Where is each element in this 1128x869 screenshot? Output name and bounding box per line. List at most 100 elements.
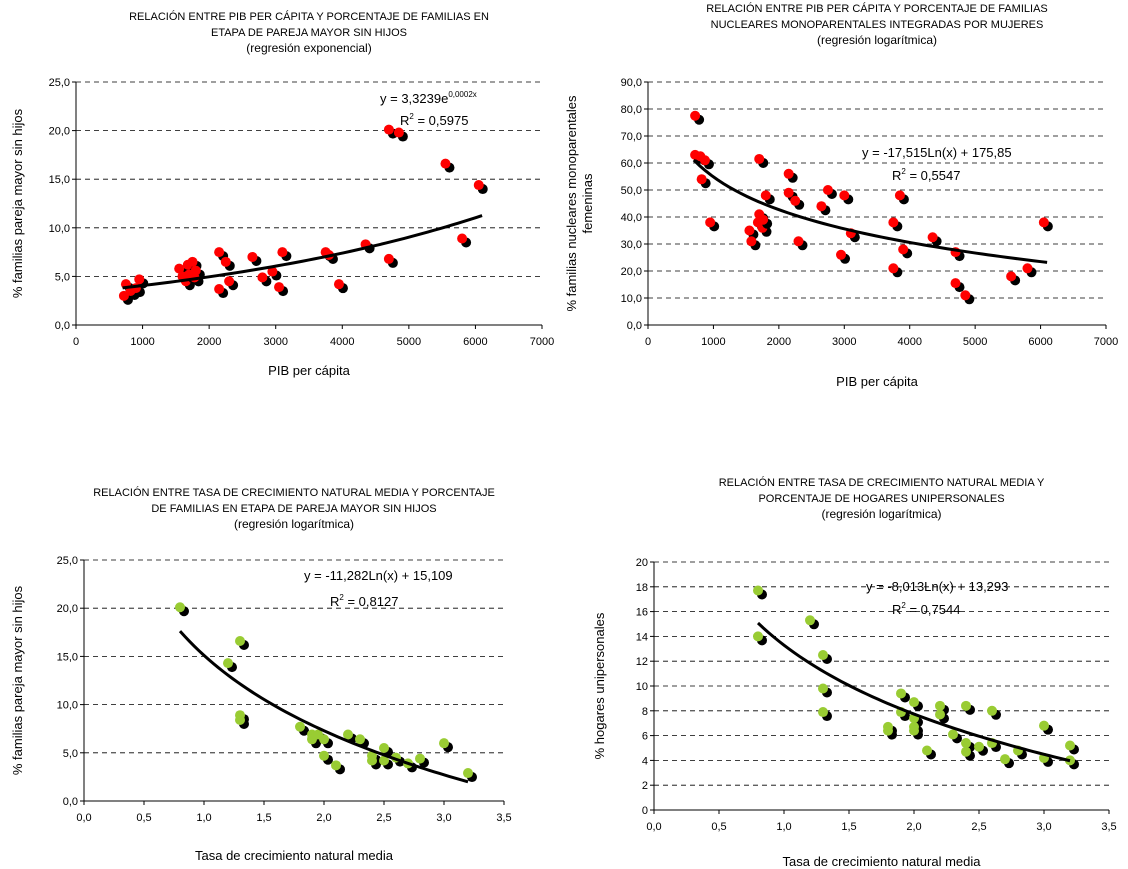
data-point	[746, 236, 757, 247]
data-point	[224, 276, 235, 287]
y-tick-label: 4	[642, 755, 648, 767]
data-point	[247, 251, 258, 262]
data-point	[383, 124, 394, 135]
data-point	[473, 180, 484, 191]
chart-subtitle: (regresión logarítmica)	[821, 507, 941, 521]
data-point	[134, 274, 145, 285]
data-point	[909, 697, 919, 708]
y-tick-label: 18	[636, 582, 648, 594]
x-tick-label: 3000	[263, 336, 287, 348]
data-point	[822, 185, 833, 195]
x-tick-label: 0,5	[136, 812, 151, 824]
y-tick-label: 25,0	[49, 77, 70, 89]
data-point	[922, 745, 932, 756]
data-point	[898, 244, 909, 255]
data-point	[753, 631, 763, 642]
x-tick-label: 2,0	[316, 812, 331, 824]
x-tick-label: 1000	[130, 336, 154, 348]
data-point	[744, 225, 755, 236]
x-tick-label: 5000	[963, 336, 987, 348]
chart-title-line: RELACIÓN ENTRE PIB PER CÁPITA Y PORCENTA…	[706, 2, 1048, 15]
y-tick-label: 6	[642, 731, 648, 743]
x-tick-label: 0,0	[646, 821, 661, 833]
data-point	[267, 266, 278, 277]
data-point	[319, 734, 329, 745]
x-tick-label: 1,0	[776, 821, 791, 833]
data-point	[457, 233, 468, 244]
y-tick-label: 20	[636, 557, 648, 569]
data-point	[961, 746, 971, 757]
y-axis-label: femeninas	[580, 173, 595, 233]
y-tick-label: 20,0	[49, 126, 70, 138]
chart-svg: RELACIÓN ENTRE PIB PER CÁPITA Y PORCENTA…	[564, 2, 1118, 389]
y-tick-label: 10,0	[57, 700, 78, 712]
data-point	[758, 214, 769, 225]
trend-equation: y = -11,282Ln(x) + 15,109	[304, 568, 453, 583]
x-tick-label: 7000	[1094, 336, 1118, 348]
y-tick-label: 25,0	[57, 555, 78, 567]
data-point	[888, 263, 899, 274]
data-point	[818, 683, 828, 694]
data-point	[383, 253, 394, 264]
chart-svg: RELACIÓN ENTRE TASA DE CRECIMIENTO NATUR…	[10, 486, 512, 863]
data-point	[1006, 271, 1017, 282]
data-point	[883, 725, 893, 736]
data-point	[319, 750, 329, 761]
x-tick-label: 4000	[330, 336, 354, 348]
x-tick-label: 0	[645, 336, 651, 348]
data-point	[295, 721, 305, 732]
data-point	[214, 247, 225, 258]
trendline	[178, 630, 469, 784]
x-tick-label: 3,5	[1101, 821, 1116, 833]
data-point	[1065, 740, 1075, 751]
chart-title-line: PORCENTAJE DE HOGARES UNIPERSONALES	[758, 493, 1004, 505]
chart-svg: RELACIÓN ENTRE TASA DE CRECIMIENTO NATUR…	[592, 476, 1117, 869]
data-point	[935, 709, 945, 720]
data-point	[1000, 754, 1010, 765]
y-tick-label: 0,0	[627, 320, 642, 332]
data-point	[896, 688, 906, 699]
x-tick-label: 3,5	[496, 812, 511, 824]
data-point	[836, 249, 847, 260]
data-point	[909, 725, 919, 736]
y-tick-label: 0,0	[55, 320, 70, 332]
chart-title-line: RELACIÓN ENTRE TASA DE CRECIMIENTO NATUR…	[93, 486, 495, 499]
data-point	[818, 650, 828, 660]
chart-title-line: NUCLEARES MONOPARENTALES INTEGRADAS POR …	[711, 19, 1044, 31]
x-tick-label: 0,0	[76, 812, 91, 824]
data-point	[379, 755, 389, 766]
data-point	[220, 256, 231, 267]
data-point	[816, 201, 827, 212]
x-tick-label: 3,0	[436, 812, 451, 824]
y-tick-label: 12	[636, 656, 648, 668]
data-point	[974, 741, 984, 752]
data-point	[187, 256, 198, 267]
x-tick-label: 2000	[767, 336, 791, 348]
data-point	[175, 602, 185, 613]
data-point	[690, 110, 701, 121]
data-point	[783, 168, 794, 179]
r-squared: R2 = 0,7544	[892, 601, 960, 617]
x-tick-label: 4000	[897, 336, 921, 348]
y-tick-label: 16	[636, 607, 648, 619]
trend-equation: y = -17,515Ln(x) + 175,85	[862, 145, 1012, 160]
chart-svg: RELACIÓN ENTRE PIB PER CÁPITA Y PORCENTA…	[10, 10, 554, 378]
data-point	[1038, 217, 1049, 228]
data-point	[440, 158, 451, 169]
data-point	[331, 760, 341, 771]
x-tick-label: 6000	[463, 336, 487, 348]
x-tick-label: 2,5	[376, 812, 391, 824]
data-point	[960, 290, 971, 301]
data-point	[888, 217, 899, 228]
y-tick-label: 5,0	[63, 748, 78, 760]
trendline	[122, 214, 483, 290]
y-axis-label: % hogares unipersonales	[592, 612, 607, 759]
data-point	[235, 715, 245, 726]
data-point	[367, 755, 377, 766]
trend-equation: y = 3,3239e0,0002x	[380, 90, 477, 106]
data-point	[379, 742, 389, 753]
y-tick-label: 5,0	[55, 271, 70, 283]
x-tick-label: 2,5	[971, 821, 986, 833]
data-point	[793, 236, 804, 247]
y-tick-label: 10	[636, 681, 648, 693]
